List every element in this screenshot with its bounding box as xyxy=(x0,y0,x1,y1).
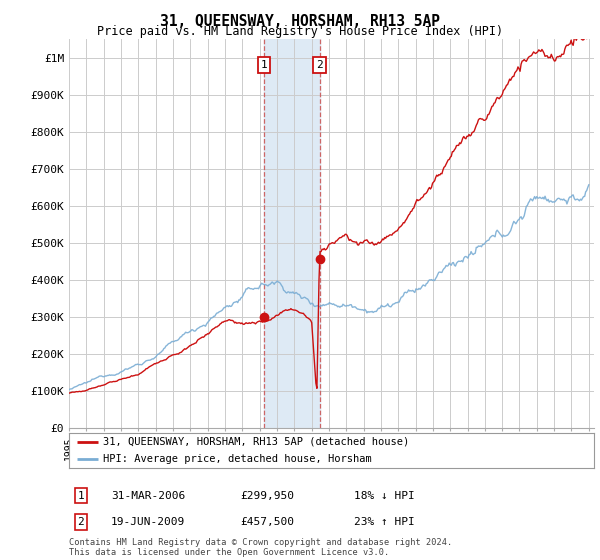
Text: HPI: Average price, detached house, Horsham: HPI: Average price, detached house, Hors… xyxy=(103,454,372,464)
Text: 31, QUEENSWAY, HORSHAM, RH13 5AP (detached house): 31, QUEENSWAY, HORSHAM, RH13 5AP (detach… xyxy=(103,437,409,446)
Bar xyxy=(264,39,320,428)
Text: Price paid vs. HM Land Registry's House Price Index (HPI): Price paid vs. HM Land Registry's House … xyxy=(97,25,503,38)
Text: 1: 1 xyxy=(77,491,85,501)
Text: 1: 1 xyxy=(260,60,268,70)
Text: £457,500: £457,500 xyxy=(240,517,294,527)
Text: Contains HM Land Registry data © Crown copyright and database right 2024.
This d: Contains HM Land Registry data © Crown c… xyxy=(69,538,452,557)
Text: 2: 2 xyxy=(77,517,85,527)
Text: 2: 2 xyxy=(316,60,323,70)
Text: 31, QUEENSWAY, HORSHAM, RH13 5AP: 31, QUEENSWAY, HORSHAM, RH13 5AP xyxy=(160,14,440,29)
Text: 31-MAR-2006: 31-MAR-2006 xyxy=(111,491,185,501)
Text: 23% ↑ HPI: 23% ↑ HPI xyxy=(354,517,415,527)
Text: 19-JUN-2009: 19-JUN-2009 xyxy=(111,517,185,527)
Text: 18% ↓ HPI: 18% ↓ HPI xyxy=(354,491,415,501)
Text: £299,950: £299,950 xyxy=(240,491,294,501)
